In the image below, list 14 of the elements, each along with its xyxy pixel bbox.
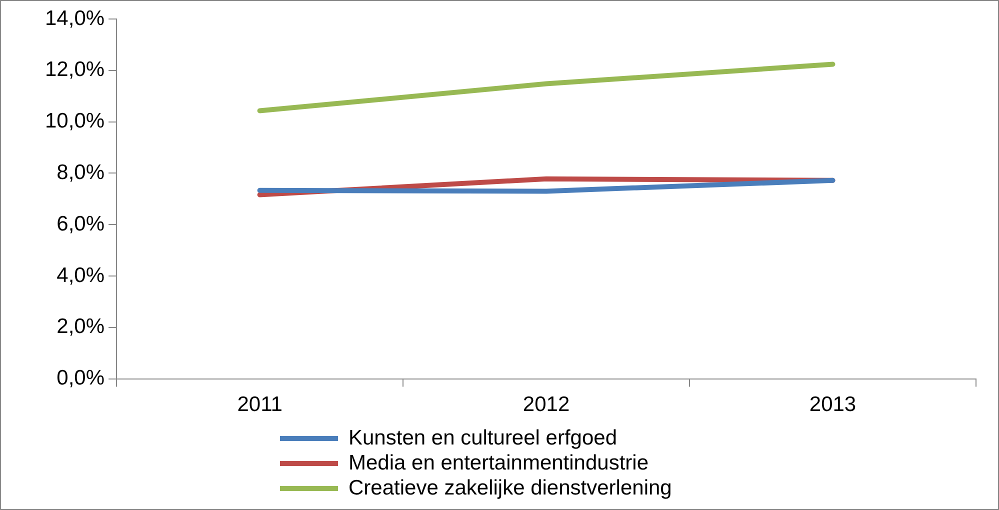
x-tick-label: 2011 bbox=[237, 393, 282, 416]
legend-label: Creatieve zakelijke dienstverlening bbox=[348, 476, 672, 500]
y-tick-label: 8,0% bbox=[56, 160, 105, 184]
y-tick-label: 6,0% bbox=[56, 212, 105, 236]
y-tick-label: 2,0% bbox=[56, 315, 105, 338]
y-tick-label: 10,0% bbox=[45, 110, 105, 133]
y-tick-label: 0,0% bbox=[56, 366, 105, 390]
y-tick-label: 4,0% bbox=[56, 264, 105, 287]
y-tick-label: 12,0% bbox=[45, 58, 105, 82]
legend-label: Media en entertainmentindustrie bbox=[348, 451, 649, 474]
x-tick-label: 2012 bbox=[522, 393, 570, 416]
legend-label: Kunsten en cultureel erfgoed bbox=[348, 426, 618, 450]
x-tick-label: 2013 bbox=[809, 393, 856, 416]
y-tick-label: 14,0% bbox=[45, 6, 105, 30]
